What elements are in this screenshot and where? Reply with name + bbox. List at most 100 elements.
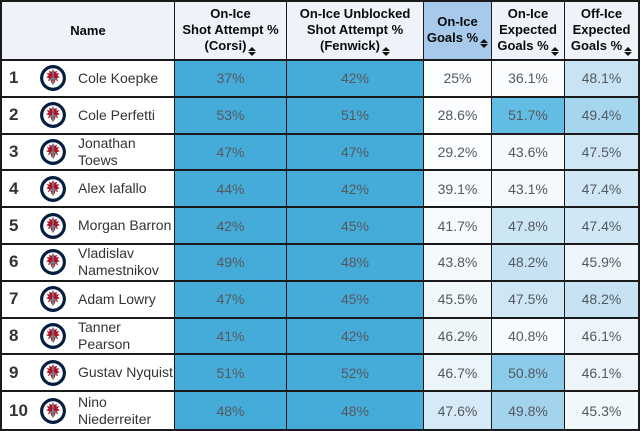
cell-xgf-off: 48.2% (565, 281, 638, 319)
player-name: Gustav Nyquist (78, 364, 173, 381)
cell-xgf-off: 45.3% (565, 392, 638, 429)
cell-corsi: 44% (175, 171, 287, 209)
winnipeg-jets-logo (39, 322, 67, 350)
cell-corsi: 53% (175, 97, 287, 135)
cell-xgf-on: 51.7% (492, 97, 565, 135)
column-header-label: Off-Ice (580, 5, 623, 21)
cell-xgf-off: 47.5% (565, 134, 638, 172)
sort-arrows-icon (381, 46, 390, 56)
player-rank: 5 (9, 215, 19, 235)
column-header-label: (Fenwick) (320, 37, 380, 53)
team-logo-box (36, 359, 70, 387)
player-name: Cole Perfetti (78, 106, 156, 123)
player-row-name-cell: 2 Cole Perfetti (2, 97, 175, 135)
winnipeg-jets-logo (39, 396, 67, 425)
player-row-name-cell: 10 Nino Niederreiter (2, 392, 175, 429)
cell-corsi: 42% (175, 208, 287, 245)
player-name: Tanner Pearson (78, 318, 131, 352)
cell-fenwick: 42% (287, 318, 424, 356)
cell-corsi: 49% (175, 244, 287, 282)
player-row-name-cell: 9 Gustav Nyquist (2, 355, 175, 393)
team-logo-box (36, 396, 70, 425)
team-logo-box (36, 138, 70, 166)
cell-xgf-off: 49.4% (565, 97, 638, 135)
cell-goals: 25% (424, 61, 492, 98)
player-name: Nino Niederreiter (78, 393, 152, 427)
player-name: Alex Iafallo (78, 180, 147, 197)
cell-fenwick: 52% (287, 355, 424, 393)
cell-goals: 46.2% (424, 318, 492, 356)
cell-corsi: 47% (175, 281, 287, 319)
sort-arrows-icon (624, 46, 633, 56)
cell-fenwick: 42% (287, 171, 424, 209)
column-header-label: On-Ice (437, 13, 478, 29)
team-logo-box (36, 285, 70, 313)
cell-xgf-off: 46.1% (565, 318, 638, 356)
column-header-label: Expected (572, 21, 631, 37)
player-rank: 9 (9, 362, 19, 382)
cell-xgf-off: 46.1% (565, 355, 638, 393)
column-header-label: On-Ice (507, 5, 549, 21)
cell-xgf-on: 36.1% (492, 61, 565, 98)
player-rank: 2 (9, 105, 19, 125)
cell-fenwick: 42% (287, 61, 424, 98)
winnipeg-jets-logo (39, 285, 67, 313)
player-row-name-cell: 8 Tanner Pearson (2, 318, 175, 356)
player-rank: 1 (9, 68, 19, 88)
column-header-fenwick[interactable]: On-Ice Unblocked Shot Attempt % (Fenwick) (287, 2, 424, 61)
player-name: Morgan Barron (78, 217, 172, 234)
player-rank: 4 (9, 178, 19, 198)
player-row-name-cell: 1 Cole Koepke (2, 61, 175, 98)
cell-xgf-on: 49.8% (492, 392, 565, 429)
column-header-goals[interactable]: On-Ice Goals % (424, 2, 492, 61)
winnipeg-jets-logo (39, 175, 67, 203)
cell-xgf-off: 45.9% (565, 244, 638, 282)
team-logo-box (36, 64, 70, 93)
team-logo-box (36, 248, 70, 277)
player-rank: 6 (9, 252, 19, 272)
player-row-name-cell: 4 Alex Iafallo (2, 171, 175, 209)
team-logo-box (36, 322, 70, 350)
winnipeg-jets-logo (39, 64, 67, 93)
player-name: Adam Lowry (78, 290, 156, 307)
cell-corsi: 51% (175, 355, 287, 393)
cell-corsi: 37% (175, 61, 287, 98)
sort-arrows-icon (480, 38, 489, 48)
winnipeg-jets-logo (39, 211, 67, 240)
column-header-label: Shot Attempt % (306, 21, 404, 37)
cell-fenwick: 48% (287, 244, 424, 282)
column-header-xgf-on[interactable]: On-Ice Expected Goals % (492, 2, 565, 61)
player-rank: 8 (9, 325, 19, 345)
cell-goals: 46.7% (424, 355, 492, 393)
winnipeg-jets-logo (39, 138, 67, 166)
column-header-xgf-off[interactable]: Off-Ice Expected Goals % (565, 2, 638, 61)
cell-xgf-on: 50.8% (492, 355, 565, 393)
column-header-label: Shot Attempt % (182, 21, 279, 37)
column-header-label: Goals % (570, 37, 623, 53)
team-logo-box (36, 101, 70, 129)
player-row-name-cell: 7 Adam Lowry (2, 281, 175, 319)
column-header-label: On-Ice Unblocked (299, 5, 411, 21)
winnipeg-jets-logo (39, 101, 67, 129)
cell-goals: 29.2% (424, 134, 492, 172)
cell-goals: 47.6% (424, 392, 492, 429)
player-rank: 10 (9, 400, 28, 420)
column-header-corsi[interactable]: On-Ice Shot Attempt % (Corsi) (175, 2, 287, 61)
player-name: Cole Koepke (78, 69, 159, 86)
cell-xgf-on: 47.5% (492, 281, 565, 319)
cell-fenwick: 48% (287, 392, 424, 429)
cell-goals: 43.8% (424, 244, 492, 282)
cell-xgf-off: 47.4% (565, 171, 638, 209)
cell-xgf-on: 43.1% (492, 171, 565, 209)
cell-xgf-on: 43.6% (492, 134, 565, 172)
cell-corsi: 48% (175, 392, 287, 429)
player-row-name-cell: 5 Morgan Barron (2, 208, 175, 245)
sort-arrows-icon (248, 46, 257, 56)
cell-goals: 28.6% (424, 97, 492, 135)
cell-goals: 41.7% (424, 208, 492, 245)
column-header-label: Goals % (426, 29, 479, 45)
cell-goals: 45.5% (424, 281, 492, 319)
cell-xgf-off: 47.4% (565, 208, 638, 245)
cell-fenwick: 45% (287, 281, 424, 319)
cell-fenwick: 47% (287, 134, 424, 172)
